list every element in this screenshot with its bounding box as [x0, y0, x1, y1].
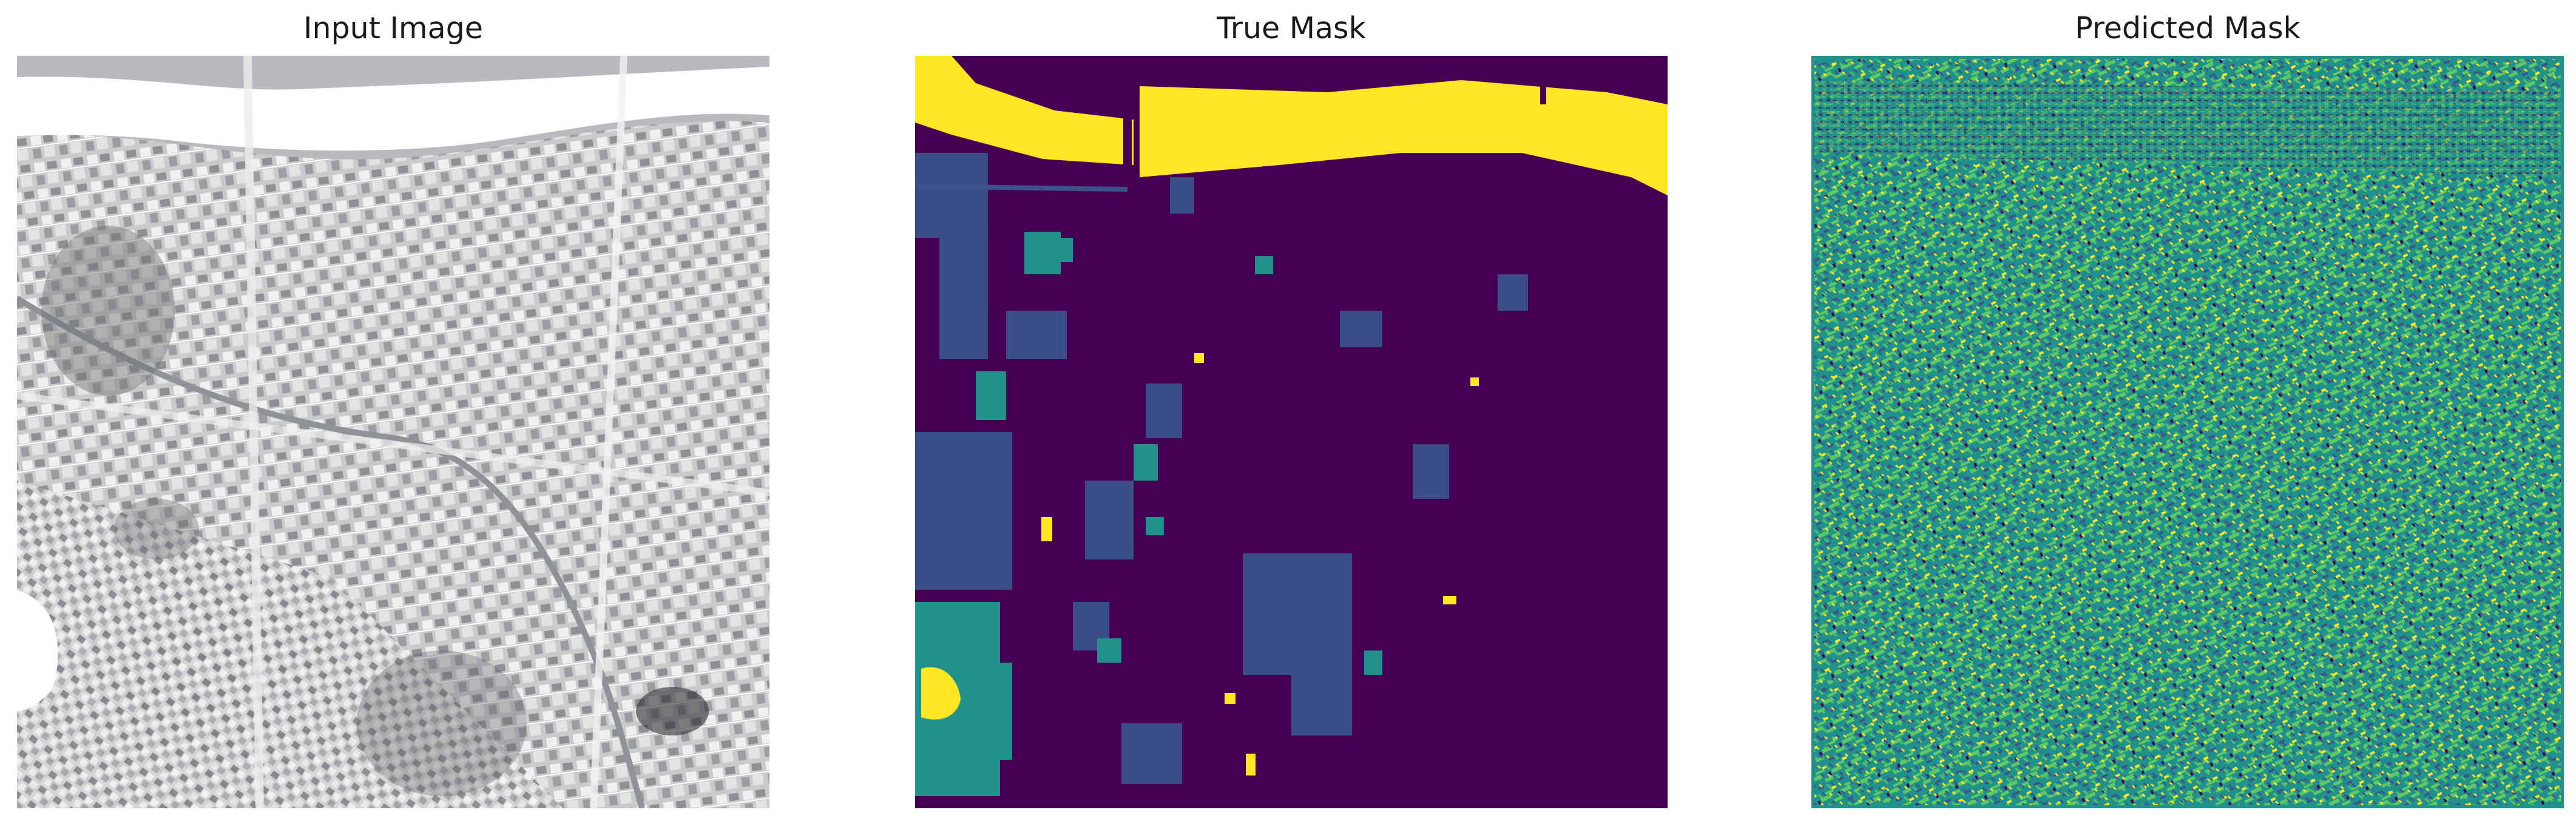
- panel-title-input-image: Input Image: [303, 11, 483, 46]
- predicted-mask-panel: Predicted Mask: [1811, 0, 2564, 821]
- predicted-mask: [1811, 56, 2564, 808]
- aerial-photo: [17, 56, 769, 808]
- panel-title-true-mask: True Mask: [1217, 11, 1366, 46]
- input-image-panel: Input Image: [17, 0, 769, 821]
- true-mask-image: [915, 56, 1668, 808]
- predicted-mask-image: [1811, 56, 2564, 808]
- true-mask-panel: True Mask: [915, 0, 1668, 821]
- input-image: [17, 56, 769, 808]
- panel-title-predicted-mask: Predicted Mask: [2075, 11, 2300, 46]
- true-mask: [915, 56, 1668, 808]
